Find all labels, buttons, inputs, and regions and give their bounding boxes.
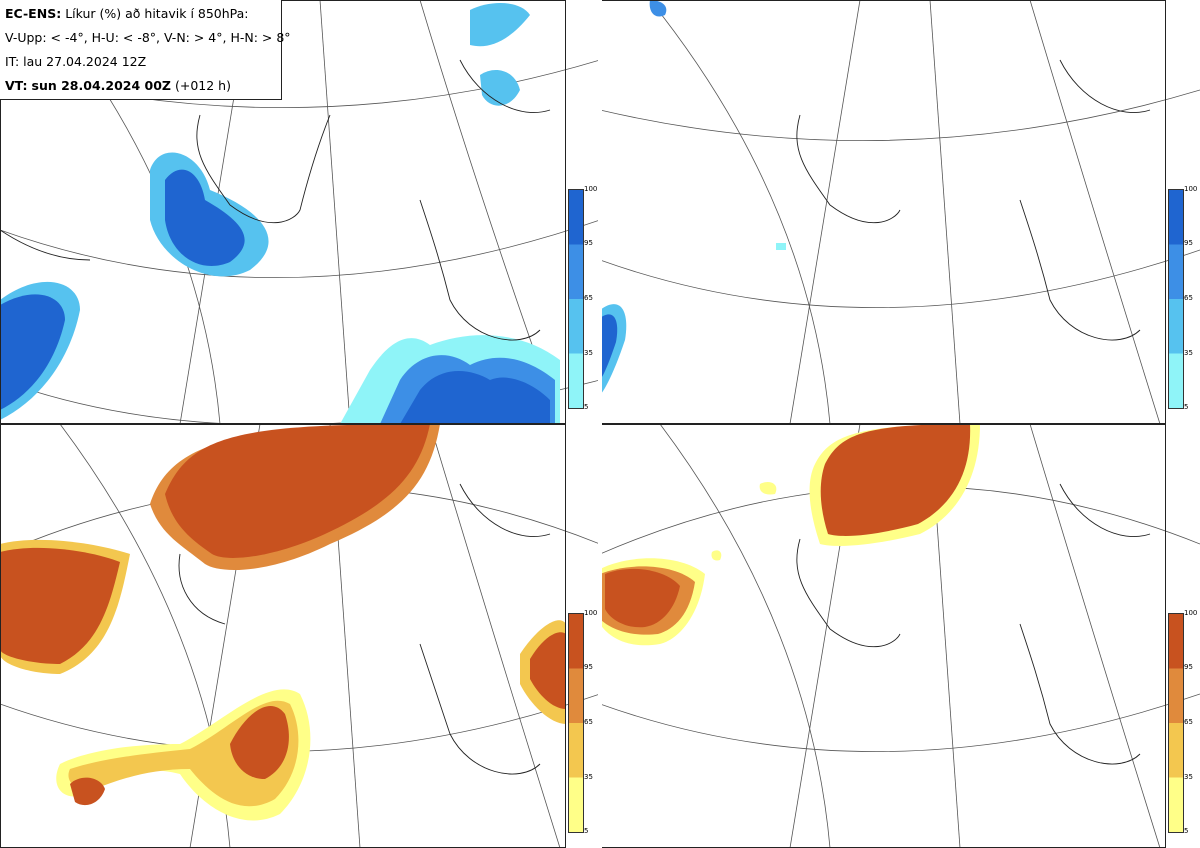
tick-65: 65 — [584, 294, 593, 302]
tick-65: 65 — [1184, 294, 1193, 302]
tick-95: 95 — [584, 663, 593, 671]
tick-95: 95 — [1184, 663, 1193, 671]
tick-35: 35 — [1184, 773, 1193, 781]
lead-time: (+012 h) — [174, 78, 231, 93]
issue-time: IT: lau 27.04.2024 12Z — [5, 54, 147, 69]
panel-divider — [598, 0, 602, 848]
colorbar-cold — [568, 189, 584, 409]
warm-anomaly-shading — [0, 424, 566, 821]
tick-95: 95 — [584, 239, 593, 247]
colorbar-warm — [568, 613, 584, 833]
map-canvas — [600, 0, 1200, 424]
tick-35: 35 — [1184, 349, 1193, 357]
coastlines — [0, 59, 551, 341]
coastlines — [796, 59, 1151, 341]
map-panel-warm-8: 100 95 65 35 5 — [600, 424, 1200, 848]
valid-label: VT: — [5, 78, 28, 93]
colorbar-warm — [1168, 613, 1184, 833]
title-box: EC-ENS: Líkur (%) að hitavik í 850hPa: V… — [0, 0, 291, 100]
tick-5: 5 — [584, 827, 589, 835]
tick-5: 5 — [1184, 827, 1189, 835]
title-model: EC-ENS: — [5, 6, 62, 21]
tick-100: 100 — [1184, 185, 1198, 193]
thresholds-text: V-Upp: < -4°, H-U: < -8°, V-N: > 4°, H-N… — [5, 30, 291, 45]
tick-65: 65 — [584, 718, 593, 726]
map-panel-warm-4: 100 95 65 35 5 — [0, 424, 600, 848]
map-canvas — [0, 0, 600, 424]
title-text: Líkur (%) að hitavik í 850hPa: — [65, 6, 249, 21]
tick-100: 100 — [1184, 609, 1198, 617]
coastlines — [796, 483, 1151, 765]
cold-anomaly-shading — [0, 3, 560, 424]
map-panel-cold-8: 100 95 65 35 5 — [600, 0, 1200, 424]
tick-5: 5 — [1184, 403, 1189, 411]
colorbar-cold — [1168, 189, 1184, 409]
coastlines — [178, 483, 551, 775]
tick-65: 65 — [1184, 718, 1193, 726]
cold-anomaly-shading — [600, 0, 786, 395]
tick-100: 100 — [584, 185, 598, 193]
tick-35: 35 — [584, 349, 593, 357]
graticule — [600, 0, 1200, 424]
tick-95: 95 — [1184, 239, 1193, 247]
map-canvas — [0, 424, 600, 848]
tick-35: 35 — [584, 773, 593, 781]
valid-time: sun 28.04.2024 00Z — [31, 78, 171, 93]
warm-anomaly-shading — [600, 424, 980, 646]
map-canvas — [600, 424, 1200, 848]
map-panel-cold-4: EC-ENS: Líkur (%) að hitavik í 850hPa: V… — [0, 0, 600, 424]
tick-100: 100 — [584, 609, 598, 617]
tick-5: 5 — [584, 403, 589, 411]
